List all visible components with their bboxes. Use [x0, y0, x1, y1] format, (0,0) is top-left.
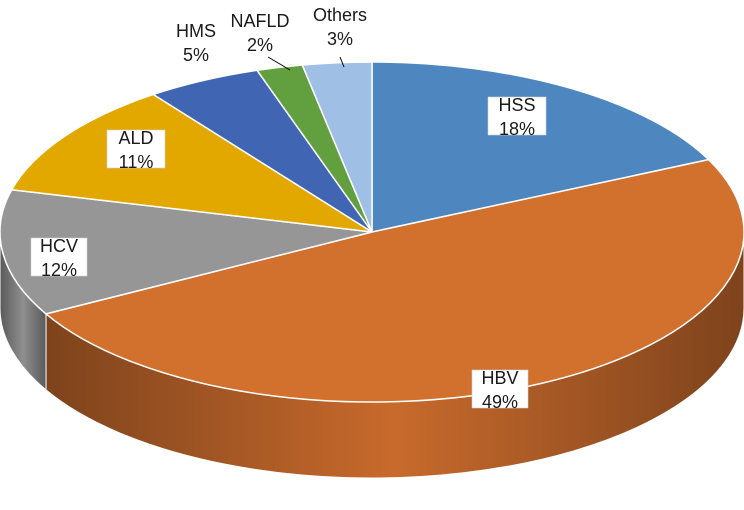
- slice-name-hms: HMS: [176, 21, 216, 41]
- slice-hss: [371, 61, 711, 233]
- leader-lines: [267, 56, 345, 71]
- leader-line-nafld: [267, 56, 291, 71]
- slice-name-nafld: NAFLD: [230, 11, 289, 31]
- slice-percent-nafld: 2%: [247, 35, 273, 55]
- label-box-hcv: [30, 237, 88, 277]
- slice-percent-others: 3%: [327, 29, 353, 49]
- label-box-hbv: [471, 369, 529, 409]
- slice-percent-ald: 11%: [119, 152, 154, 172]
- leader-line-others: [339, 56, 345, 68]
- slice-percent-hms: 5%: [183, 45, 209, 65]
- data-labels: HSS 18% HBV 49% HCV 12% ALD 11% HMS 5% NAFLD 2% Othe…: [30, 5, 547, 412]
- slice-name-ald: ALD: [118, 128, 153, 148]
- slice-name-hcv: HCV: [40, 236, 78, 256]
- slice-percent-hcv: 12%: [41, 260, 77, 280]
- slice-percent-hbv: 49%: [482, 392, 518, 412]
- pie-slices: [0, 61, 744, 403]
- label-box-hss: [487, 96, 547, 136]
- slice-others: [301, 61, 373, 233]
- slice-percent-hss: 18%: [499, 119, 535, 139]
- label-box-ald: [106, 129, 166, 169]
- slice-hcv: [0, 188, 373, 315]
- slice-ald: [10, 93, 373, 233]
- slice-name-others: Others: [313, 5, 367, 25]
- slice-name-hbv: HBV: [481, 368, 518, 388]
- slice-name-hss: HSS: [498, 95, 535, 115]
